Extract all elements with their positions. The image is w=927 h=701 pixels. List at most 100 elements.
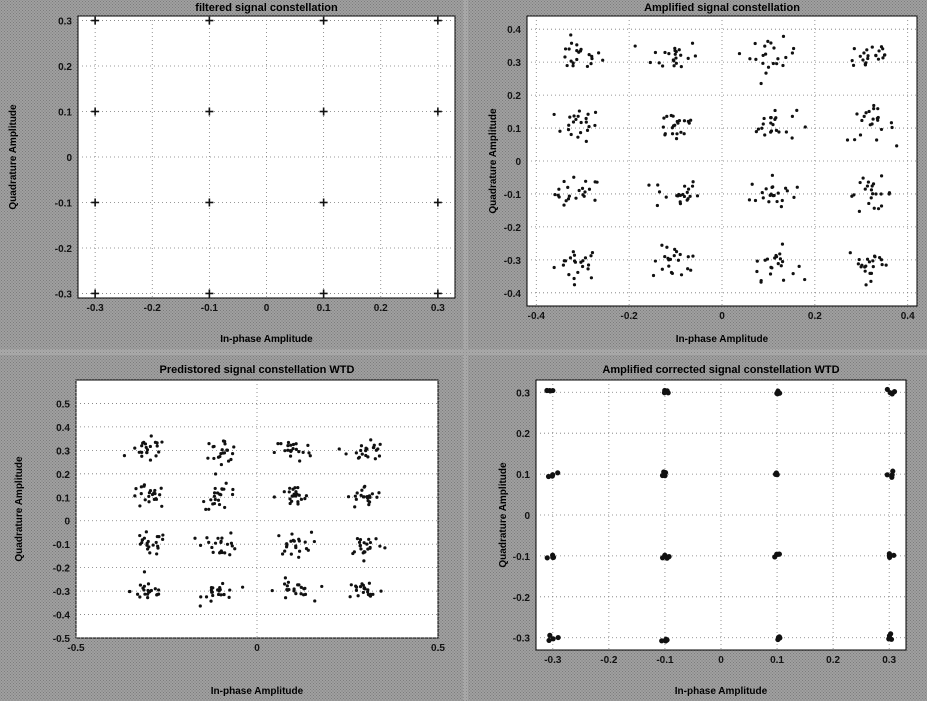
data-point	[140, 454, 144, 458]
data-point	[595, 180, 599, 184]
data-point	[879, 174, 884, 178]
chart-3: -0.5 0 0.5 -0.5 -0.4 -0.3 -0.2 -0.1 0 0.1 0.2 0.3 0.…	[14, 364, 445, 697]
data-point	[877, 49, 881, 53]
data-point	[661, 125, 665, 129]
data-point	[216, 592, 221, 597]
data-point	[553, 192, 557, 197]
data-point	[754, 57, 758, 61]
data-point	[361, 590, 365, 595]
data-point	[299, 592, 303, 596]
data-point	[781, 34, 786, 38]
data-point	[767, 200, 771, 204]
data-point	[662, 469, 669, 476]
y-tick-label: -0.1	[55, 198, 73, 209]
data-point	[359, 444, 364, 448]
data-point	[686, 267, 690, 271]
data-point	[866, 54, 870, 58]
data-point	[222, 487, 226, 491]
data-point	[676, 258, 681, 262]
data-point	[659, 555, 666, 561]
y-tick-label: -0.2	[513, 593, 531, 604]
data-point	[154, 540, 158, 545]
data-point	[555, 470, 561, 476]
data-point	[142, 584, 146, 588]
data-point	[737, 51, 742, 56]
data-point	[357, 540, 362, 544]
data-point	[781, 63, 785, 68]
x-axis-label: In-phase Amplitude	[220, 334, 313, 345]
data-point	[378, 442, 382, 446]
data-point	[679, 130, 683, 134]
data-point	[383, 546, 387, 550]
data-point	[779, 264, 783, 268]
data-point	[142, 483, 146, 487]
y-tick-label: 0	[524, 511, 530, 522]
x-tick-label: 0.1	[317, 303, 331, 314]
y-tick-label: 0.1	[507, 124, 521, 135]
y-tick-label: 0.2	[58, 62, 72, 73]
data-point	[355, 491, 359, 495]
data-point	[664, 637, 670, 643]
data-point	[303, 497, 307, 501]
data-point	[584, 120, 588, 124]
data-point	[216, 536, 220, 540]
data-point	[155, 593, 159, 597]
y-tick-label: 0.5	[56, 399, 70, 410]
data-point	[657, 190, 662, 194]
data-point	[232, 445, 236, 449]
data-point	[360, 582, 364, 586]
data-point	[288, 454, 293, 458]
data-point	[367, 494, 372, 498]
data-point	[229, 457, 233, 462]
data-point	[659, 638, 665, 644]
data-point	[795, 185, 799, 189]
data-point	[593, 123, 597, 128]
data-point	[285, 584, 289, 588]
data-point	[286, 444, 290, 448]
data-point	[864, 283, 868, 287]
data-point	[679, 273, 684, 277]
data-point	[678, 252, 682, 257]
data-point	[296, 583, 300, 587]
data-point	[294, 447, 298, 451]
y-tick-label: 0	[66, 153, 72, 164]
data-point	[303, 592, 308, 596]
data-point	[287, 490, 291, 494]
y-tick-label: 0.2	[507, 91, 521, 102]
data-point	[157, 535, 161, 539]
data-point	[207, 507, 211, 511]
data-point	[297, 450, 301, 454]
data-point	[670, 271, 674, 276]
data-point	[774, 255, 779, 259]
data-point	[676, 121, 680, 125]
data-point	[774, 128, 779, 132]
data-point	[691, 254, 695, 258]
data-point	[291, 446, 295, 451]
data-point	[348, 595, 352, 599]
data-point	[149, 434, 153, 438]
data-point	[764, 71, 768, 75]
data-point	[762, 116, 766, 121]
data-point	[769, 115, 773, 120]
data-point	[883, 53, 887, 57]
data-point	[288, 497, 292, 501]
data-point	[283, 596, 288, 600]
data-point	[379, 589, 383, 593]
data-point	[866, 180, 871, 184]
data-point	[563, 55, 567, 59]
data-point	[356, 456, 361, 460]
data-point	[367, 537, 371, 541]
data-point	[364, 446, 368, 450]
data-point	[140, 538, 145, 542]
y-tick-label: 0.2	[516, 429, 530, 440]
data-point	[761, 61, 765, 65]
data-point	[210, 590, 214, 594]
data-point	[230, 492, 235, 497]
data-point	[362, 559, 366, 563]
x-axis-label: In-phase Amplitude	[676, 334, 769, 345]
data-point	[156, 588, 161, 592]
data-point	[674, 137, 679, 141]
data-point	[761, 53, 765, 58]
data-point	[589, 276, 594, 280]
x-tick-label: 0	[254, 643, 260, 654]
